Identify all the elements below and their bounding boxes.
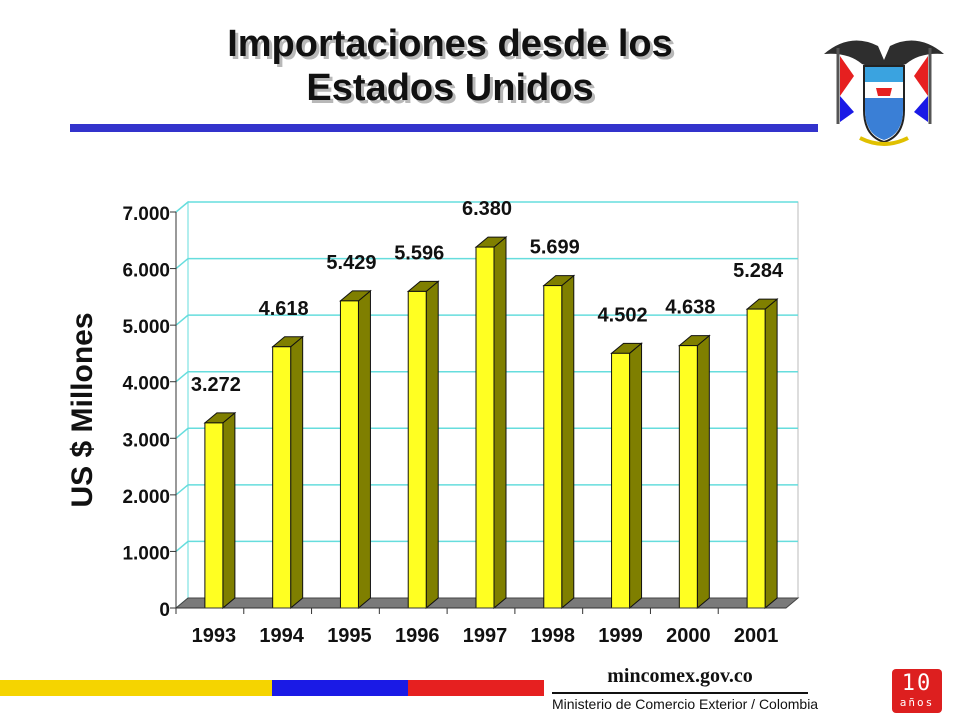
bar [406,280,440,610]
bar [610,342,643,610]
slide-title-line-2: Estados Unidos [306,67,594,109]
footer-website[interactable]: mincomex.gov.co [607,665,753,687]
x-tick-label: 2000 [666,625,711,647]
y-tick-label: 4.000 [122,374,170,395]
footer-divider [552,692,808,694]
data-label: 5.284 [733,260,784,282]
anniversary-badge: 10 años [892,669,942,713]
bar [271,335,305,610]
y-tick-label: 0 [159,600,170,621]
data-labels: 3.272 4.618 5.429 5.596 6.380 5.699 4.502 4.638… [191,198,784,396]
x-tick-label: 1993 [192,625,237,647]
x-tick-label: 2001 [734,625,779,647]
bar [203,411,237,610]
x-tick-label: 1998 [531,625,576,647]
bar-side [764,298,778,610]
badge-number: 10 [901,671,933,696]
data-label: 5.596 [394,242,444,264]
badge-word: años [899,696,935,709]
gridline [175,257,798,270]
slide-title-line-1: Importaciones desde los [227,23,673,65]
gridline [175,427,798,439]
bar-front [475,246,495,609]
y-tick-label: 3.000 [122,430,170,451]
bar-side [561,274,575,610]
x-axis: 1993 1994 1995 1996 1997 1998 1999 2000 2001 [175,607,786,647]
gridline [175,370,798,383]
bar-front [611,352,631,609]
bar-side [493,236,507,610]
bar-front [407,290,427,609]
bar [339,289,372,610]
bar-side [357,289,371,610]
gridline [175,314,798,326]
x-tick-label: 1999 [598,625,643,647]
gridlines [175,201,798,553]
slide-title: Importaciones desde los Estados Unidos [150,22,750,110]
y-tick-label: 5.000 [122,317,170,338]
data-label: 4.638 [665,297,715,319]
x-tick-label: 1995 [327,625,372,647]
data-label: 5.699 [530,237,580,259]
gridline [175,540,798,553]
bar [677,334,711,610]
y-tick-label: 7.000 [122,204,170,225]
bar-front [204,422,224,609]
title-underline [70,124,818,132]
bar-front [272,346,292,609]
bar-front [339,300,359,609]
x-tick-label: 1996 [395,625,440,647]
footer-ministry: Ministerio de Comercio Exterior / Colomb… [552,696,819,712]
y-tick-label: 6.000 [122,261,170,282]
bar-side [290,335,304,610]
gridline [175,484,798,496]
data-label: 4.502 [598,304,648,326]
y-tick-label: 1.000 [122,543,170,564]
bar [542,274,576,610]
flag-stripe-blue [272,680,408,696]
y-axis: 0 1.000 2.000 3.000 4.000 5.000 6.000 7.000 [122,204,177,621]
bar-side [629,342,643,610]
bar-side [222,411,236,610]
data-label: 4.618 [259,298,309,320]
bar-side [425,280,439,610]
y-tick-label: 2.000 [122,487,170,508]
data-label: 5.429 [326,252,376,274]
bar [474,236,508,610]
y-axis-label: US $ Millones [66,312,99,507]
colombia-coat-of-arms-icon [824,40,944,146]
bar-side [696,334,710,610]
bar-front [746,308,766,609]
bar-front [678,345,698,609]
x-tick-label: 1997 [463,625,508,647]
flag-stripe-red [408,680,544,696]
data-label: 3.272 [191,374,241,396]
bar [745,298,779,610]
flag-stripe-yellow [0,680,272,696]
gridline [175,201,798,213]
bar-front [543,285,563,609]
x-tick-label: 1994 [259,625,304,647]
data-label: 6.380 [462,198,512,220]
